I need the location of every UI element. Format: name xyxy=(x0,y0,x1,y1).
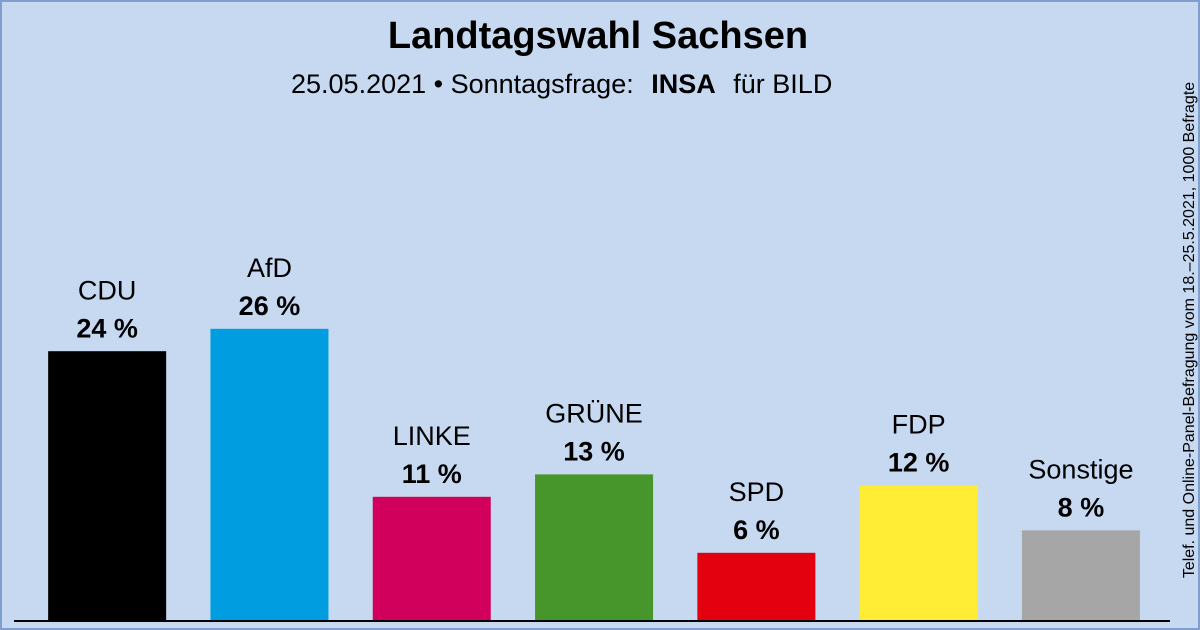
value-label: 11 % xyxy=(402,459,462,489)
value-label: 6 % xyxy=(733,515,780,545)
category-label: LINKE xyxy=(393,421,471,451)
value-label: 24 % xyxy=(76,313,138,343)
source-note: Telef. und Online-Panel-Befragung vom 18… xyxy=(1181,82,1198,578)
category-label: FDP xyxy=(892,410,946,440)
value-label: 8 % xyxy=(1058,493,1105,523)
value-label: 26 % xyxy=(239,291,301,321)
category-label: AfD xyxy=(247,253,292,283)
category-label: SPD xyxy=(729,477,785,507)
pollster: INSA xyxy=(651,69,716,99)
bar xyxy=(372,496,491,620)
client: für BILD xyxy=(733,69,832,99)
bar xyxy=(48,351,167,620)
subtitle: 25.05.2021 • Sonntagsfrage: xyxy=(291,69,634,99)
bar xyxy=(697,552,816,620)
bar xyxy=(210,328,329,620)
category-label: GRÜNE xyxy=(545,399,643,429)
value-label: 12 % xyxy=(888,448,950,478)
category-label: CDU xyxy=(78,275,137,305)
value-label: 13 % xyxy=(563,437,625,467)
bar xyxy=(1021,530,1140,620)
chart-title: Landtagswahl Sachsen xyxy=(388,15,808,57)
chart-subtitle: 25.05.2021 • Sonntagsfrage: INSA für BIL… xyxy=(291,69,832,99)
bar xyxy=(859,485,978,620)
bar xyxy=(535,474,654,620)
category-label: Sonstige xyxy=(1028,455,1133,485)
